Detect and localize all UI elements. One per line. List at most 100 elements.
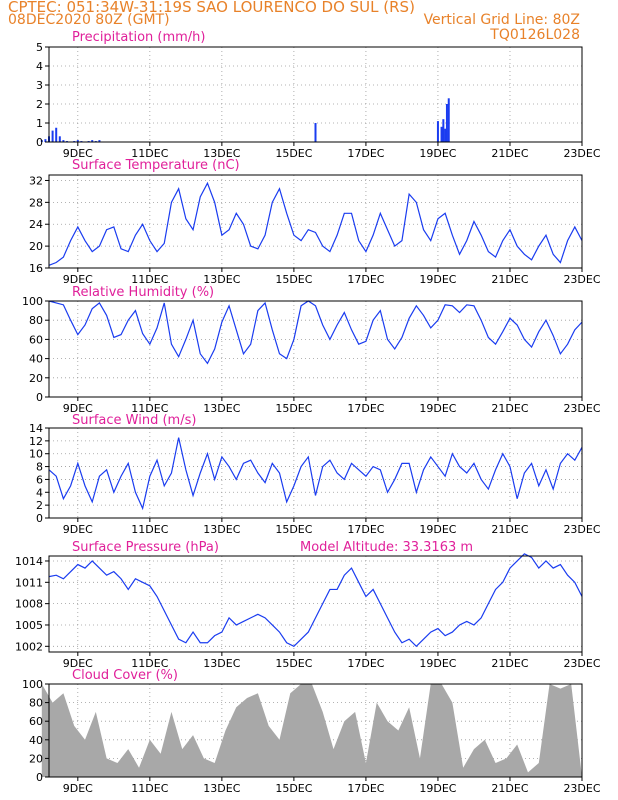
cloud-cover-area [41,684,582,777]
panel-title: Surface Temperature (nC) [72,158,240,173]
header-model-code: TQ0126L028 [490,27,580,43]
header-grid-line: Vertical Grid Line: 80Z [423,12,580,28]
x-tick-label: 11DEC [131,273,168,286]
x-tick-label: 19DEC [419,782,456,795]
x-tick-label: 11DEC [131,657,168,670]
x-tick-label: 23DEC [563,523,600,536]
x-tick-label: 19DEC [419,147,456,160]
precip-bar [91,140,94,142]
x-tick-label: 9DEC [63,523,93,536]
x-tick-label: 17DEC [347,147,384,160]
series-line-4 [48,553,583,648]
precip-bar [51,130,54,142]
x-tick-label: 15DEC [275,402,312,415]
panel-title: Surface Pressure (hPa) [72,540,219,555]
y-tick-label: 60 [29,715,43,728]
y-tick-label: 1008 [15,598,43,611]
x-tick-label: 9DEC [63,782,93,795]
precip-bar [58,136,61,142]
y-tick-label: 32 [29,174,43,187]
precip-bar [442,119,445,142]
x-tick-label: 17DEC [347,273,384,286]
x-tick-label: 23DEC [563,402,600,415]
y-tick-label: 12 [29,435,43,448]
y-tick-label: 0 [36,512,43,525]
plot-frame [48,555,583,653]
y-tick-label: 8 [36,461,43,474]
x-tick-label: 15DEC [275,147,312,160]
y-tick-label: 100 [22,295,43,308]
x-tick-label: 15DEC [275,523,312,536]
y-tick-label: 16 [29,262,43,275]
y-tick-label: 80 [29,697,43,710]
x-tick-label: 9DEC [63,402,93,415]
x-tick-label: 23DEC [563,782,600,795]
x-tick-label: 19DEC [419,273,456,286]
y-tick-label: 2 [36,499,43,512]
x-tick-label: 17DEC [347,657,384,670]
y-tick-label: 1 [36,117,43,130]
y-tick-label: 1005 [15,619,43,632]
panel-title: Surface Wind (m/s) [72,413,196,428]
x-tick-label: 13DEC [203,523,240,536]
x-tick-label: 11DEC [131,782,168,795]
y-tick-label: 80 [29,314,43,327]
precip-bar [76,140,79,142]
x-tick-label: 11DEC [131,147,168,160]
x-tick-label: 21DEC [491,523,528,536]
x-tick-label: 23DEC [563,147,600,160]
y-tick-label: 10 [29,448,43,461]
x-tick-label: 21DEC [491,273,528,286]
precip-bar [444,128,447,142]
precip-bar [447,98,450,142]
plot-frame [48,300,583,398]
x-tick-label: 11DEC [131,402,168,415]
y-tick-label: 3 [36,79,43,92]
precip-bar [436,121,439,142]
x-tick-label: 13DEC [203,273,240,286]
y-tick-label: 1011 [15,576,43,589]
x-tick-label: 23DEC [563,273,600,286]
panel-title: Relative Humidity (%) [72,285,214,300]
y-tick-label: 24 [29,218,43,231]
y-tick-label: 20 [29,240,43,253]
x-tick-label: 17DEC [347,782,384,795]
y-tick-label: 2 [36,98,43,111]
y-tick-label: 20 [29,752,43,765]
y-tick-label: 1014 [15,555,43,568]
x-tick-label: 17DEC [347,402,384,415]
header-station: CPTEC: 051:34W-31:19S SAO LOURENCO DO SU… [8,0,415,16]
x-tick-label: 11DEC [131,523,168,536]
x-tick-label: 13DEC [203,147,240,160]
x-tick-label: 15DEC [275,657,312,670]
series-line-1 [48,181,583,266]
y-tick-label: 28 [29,196,43,209]
x-tick-label: 21DEC [491,402,528,415]
plot-frame [48,683,583,778]
x-tick-label: 15DEC [275,273,312,286]
y-tick-label: 0 [36,391,43,404]
y-tick-label: 20 [29,372,43,385]
y-tick-label: 0 [36,136,43,149]
y-tick-label: 40 [29,353,43,366]
precip-bar [445,104,448,142]
header-run-date: 08DEC2020 80Z (GMT) [8,12,170,28]
x-tick-label: 13DEC [203,402,240,415]
panel-title: Precipitation (mm/h) [72,30,205,45]
y-tick-label: 6 [36,473,43,486]
y-tick-label: 14 [29,422,43,435]
x-tick-label: 19DEC [419,657,456,670]
panel-title: Cloud Cover (%) [72,668,178,683]
y-tick-label: 100 [22,678,43,691]
precip-bar [98,140,101,142]
precip-bar [40,140,43,142]
x-tick-label: 9DEC [63,147,93,160]
precip-bar [440,126,443,142]
plot-frame [48,427,583,519]
series-line-3 [48,437,583,511]
y-tick-label: 60 [29,333,43,346]
x-tick-label: 15DEC [275,782,312,795]
y-tick-label: 4 [36,60,43,73]
x-tick-label: 13DEC [203,657,240,670]
